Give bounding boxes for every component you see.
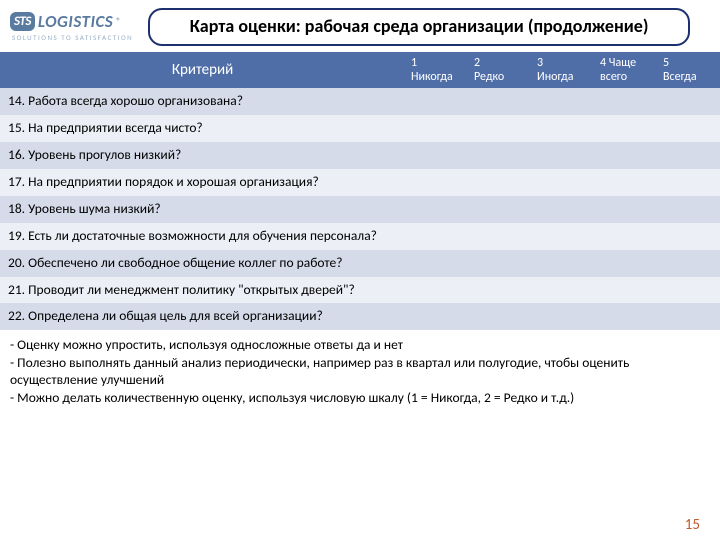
scale-cell — [531, 277, 594, 304]
scale-cell — [531, 303, 594, 330]
scale-cell — [657, 250, 720, 277]
scale-cell — [657, 277, 720, 304]
logo: STS LOGISTICS ® SOLUTIONS TO SATISFACTIO… — [10, 11, 133, 42]
header: STS LOGISTICS ® SOLUTIONS TO SATISFACTIO… — [0, 0, 720, 52]
scale-cell — [405, 223, 468, 250]
criterion-cell: 22. Определена ли общая цель для всей ор… — [0, 303, 405, 330]
table-header-row: Критерий 1Никогда 2Редко 3Иногда 4 Чащев… — [0, 52, 720, 89]
table-row: 21. Проводит ли менеджмент политику "отк… — [0, 277, 720, 304]
logo-registered: ® — [116, 16, 121, 27]
scale-cell — [531, 115, 594, 142]
note-line: - Можно делать количественную оценку, ис… — [10, 389, 710, 407]
scale-cell — [405, 277, 468, 304]
scale-cell — [405, 169, 468, 196]
col-scale-1: 1Никогда — [405, 52, 468, 89]
scale-cell — [594, 196, 657, 223]
scale-cell — [657, 196, 720, 223]
evaluation-table: Критерий 1Никогда 2Редко 3Иногда 4 Чащев… — [0, 52, 720, 331]
table-row: 18. Уровень шума низкий? — [0, 196, 720, 223]
note-line: - Оценку можно упростить, используя одно… — [10, 336, 710, 354]
scale-cell — [468, 142, 531, 169]
scale-cell — [405, 142, 468, 169]
col-scale-3: 3Иногда — [531, 52, 594, 89]
logo-tagline: SOLUTIONS TO SATISFACTION — [12, 33, 133, 42]
scale-cell — [594, 169, 657, 196]
scale-cell — [594, 303, 657, 330]
criterion-cell: 18. Уровень шума низкий? — [0, 196, 405, 223]
table-row: 16. Уровень прогулов низкий? — [0, 142, 720, 169]
scale-cell — [594, 277, 657, 304]
scale-cell — [405, 115, 468, 142]
note-line: - Полезно выполнять данный анализ период… — [10, 354, 710, 389]
scale-cell — [594, 88, 657, 115]
logo-text: LOGISTICS — [38, 11, 113, 32]
criterion-cell: 16. Уровень прогулов низкий? — [0, 142, 405, 169]
scale-cell — [405, 196, 468, 223]
scale-cell — [468, 250, 531, 277]
scale-cell — [657, 88, 720, 115]
criterion-cell: 15. На предприятии всегда чисто? — [0, 115, 405, 142]
scale-cell — [531, 250, 594, 277]
criterion-cell: 19. Есть ли достаточные возможности для … — [0, 223, 405, 250]
scale-cell — [657, 303, 720, 330]
scale-cell — [531, 169, 594, 196]
scale-cell — [468, 115, 531, 142]
scale-cell — [594, 142, 657, 169]
title-box: Карта оценки: рабочая среда организации … — [148, 8, 690, 46]
scale-cell — [468, 169, 531, 196]
scale-cell — [405, 303, 468, 330]
page-title: Карта оценки: рабочая среда организации … — [180, 16, 658, 38]
col-scale-4: 4 Чащевсего — [594, 52, 657, 89]
criterion-cell: 17. На предприятии порядок и хорошая орг… — [0, 169, 405, 196]
scale-cell — [468, 303, 531, 330]
scale-cell — [531, 196, 594, 223]
col-scale-5: 5Всегда — [657, 52, 720, 89]
scale-cell — [657, 142, 720, 169]
table-row: 22. Определена ли общая цель для всей ор… — [0, 303, 720, 330]
scale-cell — [594, 250, 657, 277]
table-row: 19. Есть ли достаточные возможности для … — [0, 223, 720, 250]
scale-cell — [594, 115, 657, 142]
col-criterion: Критерий — [0, 52, 405, 89]
scale-cell — [468, 88, 531, 115]
table-row: 20. Обеспечено ли свободное общение колл… — [0, 250, 720, 277]
criterion-cell: 14. Работа всегда хорошо организована? — [0, 88, 405, 115]
scale-cell — [468, 223, 531, 250]
scale-cell — [468, 277, 531, 304]
scale-cell — [405, 250, 468, 277]
scale-cell — [657, 223, 720, 250]
table-row: 15. На предприятии всегда чисто? — [0, 115, 720, 142]
scale-cell — [594, 223, 657, 250]
logo-badge: STS — [10, 12, 35, 31]
table-row: 14. Работа всегда хорошо организована? — [0, 88, 720, 115]
page-number: 15 — [685, 516, 700, 534]
table-row: 17. На предприятии порядок и хорошая орг… — [0, 169, 720, 196]
scale-cell — [531, 223, 594, 250]
notes-block: - Оценку можно упростить, используя одно… — [0, 330, 720, 410]
scale-cell — [657, 169, 720, 196]
criterion-cell: 21. Проводит ли менеджмент политику "отк… — [0, 277, 405, 304]
scale-cell — [468, 196, 531, 223]
scale-cell — [531, 142, 594, 169]
scale-cell — [531, 88, 594, 115]
scale-cell — [657, 115, 720, 142]
scale-cell — [405, 88, 468, 115]
col-scale-2: 2Редко — [468, 52, 531, 89]
criterion-cell: 20. Обеспечено ли свободное общение колл… — [0, 250, 405, 277]
